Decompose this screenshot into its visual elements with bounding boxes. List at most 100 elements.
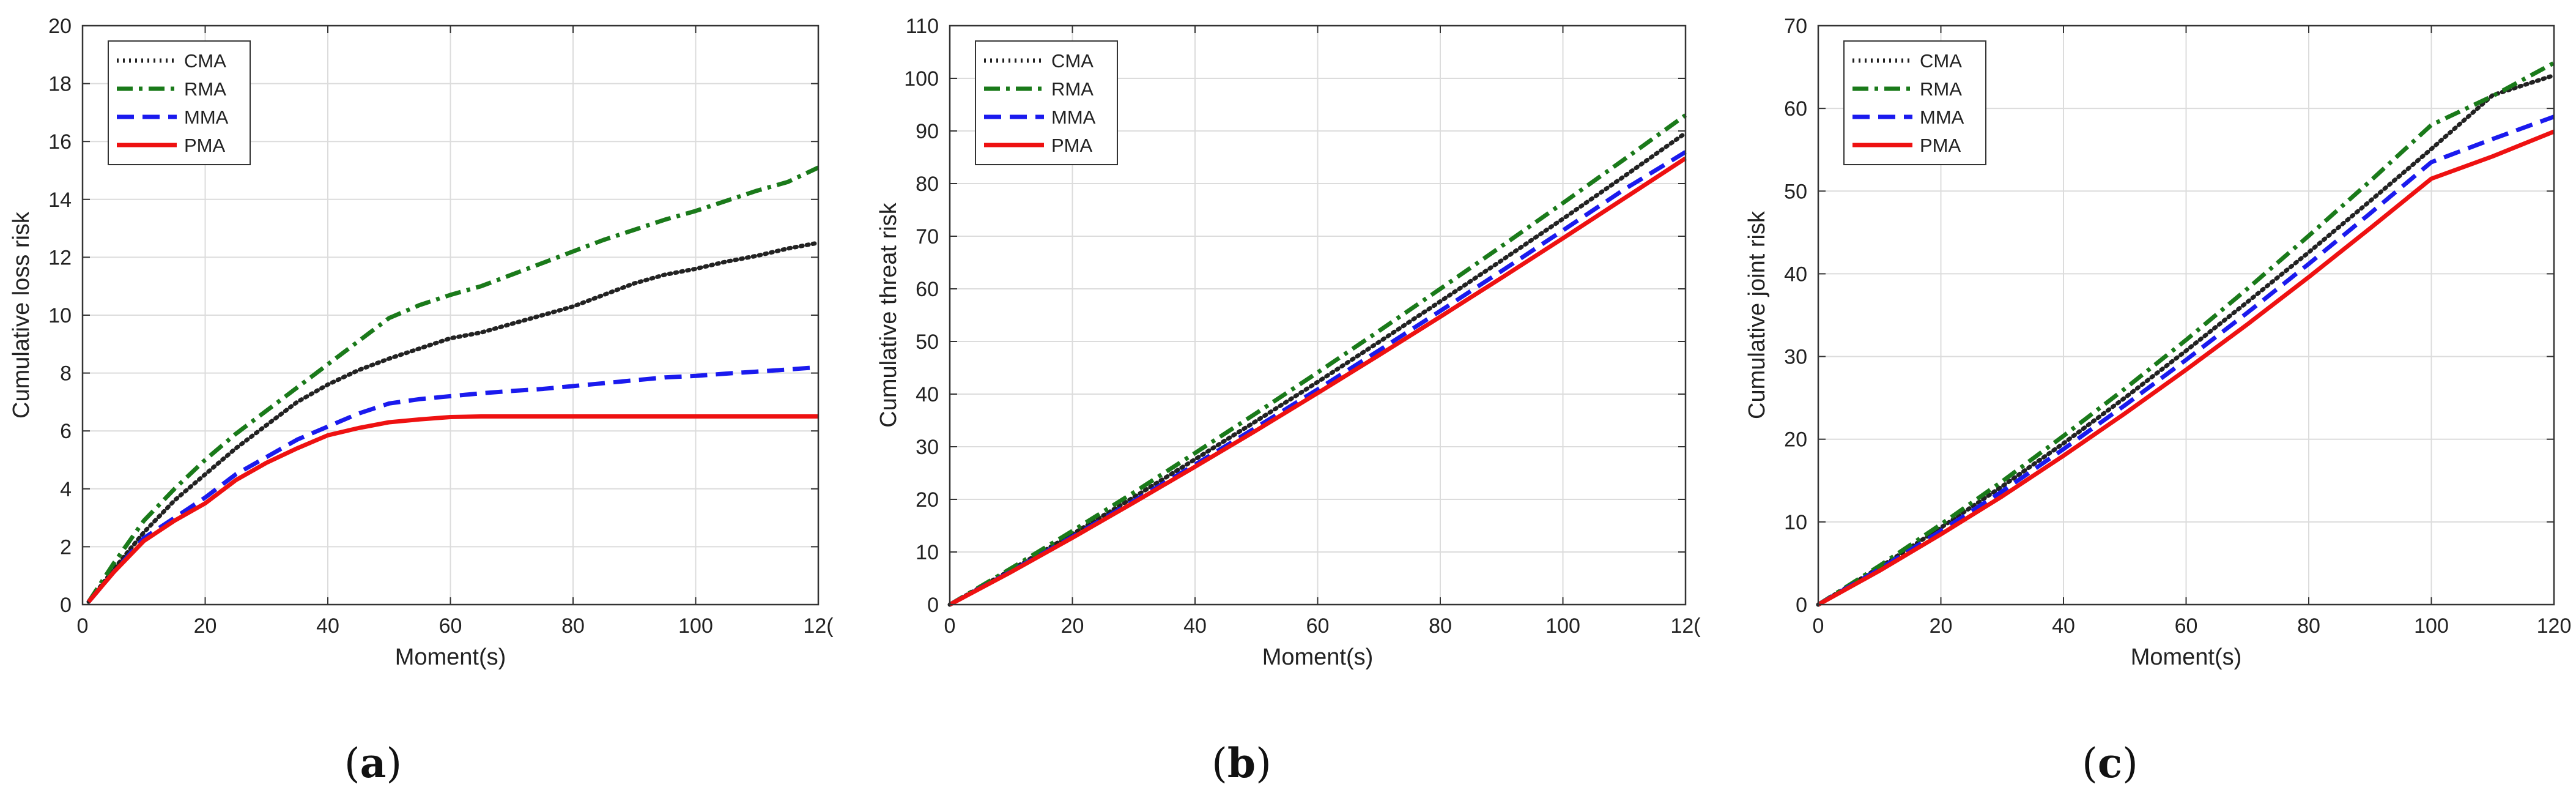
x-tick-label: 120 [2537,614,2572,638]
y-tick-label: 4 [60,478,72,501]
chart-panel-c: 0 20 40 60 80 100 120 0 10 20 30 40 50 60 70 Moment(s) C… [1744,15,2571,787]
legend-label-rma: RMA [1051,78,1094,100]
y-tick-label: 8 [60,362,72,386]
series-line-mma [1817,114,2555,607]
legend-label-mma: MMA [1051,106,1096,128]
x-tick-label: 12( [1670,614,1701,638]
x-tick-label: 100 [678,614,713,638]
x-axis-label: Moment(s) [395,644,506,670]
series-line-mma [87,365,819,603]
y-tick-label: 110 [906,15,939,38]
y-tick-label: 6 [60,420,72,443]
legend: CMA RMA MMA PMA [108,40,251,165]
y-tick-label: 100 [904,67,939,91]
series-line-cma [86,240,821,604]
caption-letter: b [1227,739,1256,787]
x-tick-label: 40 [1183,614,1207,638]
y-tick-label: 14 [48,188,72,212]
y-tick-label: 40 [916,383,939,406]
subfigure-caption: (a) [344,739,402,787]
y-tick-label: 10 [48,304,72,327]
y-tick-label: 50 [1784,180,1807,203]
series-line-rma [949,113,1687,607]
y-tick-label: 10 [1784,511,1807,534]
legend-label-cma: CMA [1051,50,1094,72]
caption-paren-open: ( [2082,740,2098,787]
subfigure-caption: (b) [1212,739,1271,787]
legend: CMA RMA MMA PMA [1843,40,1986,165]
y-tick-label: 2 [60,535,72,559]
caption-paren-close: ) [2122,740,2138,787]
x-tick-label: 80 [1429,614,1452,638]
caption-paren-open: ( [344,740,360,787]
subfigure-caption: (c) [2082,739,2138,787]
x-tick-label: 40 [316,614,339,638]
y-tick-label: 20 [1784,428,1807,452]
y-tick-label: 70 [916,225,939,248]
legend-label-mma: MMA [1920,106,1964,128]
legend-label-cma: CMA [184,50,226,72]
caption-paren-open: ( [1212,740,1227,787]
legend-label-rma: RMA [184,78,226,100]
x-axis-label: Moment(s) [1262,644,1374,670]
legend-label-cma: CMA [1920,50,1962,72]
x-tick-label: 60 [439,614,462,638]
x-tick-label: 0 [1813,614,1824,638]
y-axis-label: Cumulative joint risk [1744,211,1770,419]
caption-letter: c [2098,739,2122,787]
x-tick-label: 80 [561,614,585,638]
x-tick-label: 80 [2297,614,2320,638]
y-tick-label: 12 [48,246,72,269]
y-tick-label: 10 [916,541,939,564]
legend-label-pma: PMA [1920,135,1961,156]
series-line-rma [1817,61,2555,606]
x-tick-label: 60 [2175,614,2198,638]
legend-label-pma: PMA [184,135,226,156]
y-tick-label: 30 [1784,346,1807,369]
caption-paren-close: ) [1256,740,1271,787]
x-tick-label: 100 [2414,614,2449,638]
y-tick-label: 50 [916,330,939,354]
legend-label-pma: PMA [1051,135,1093,156]
y-tick-label: 20 [916,488,939,512]
series-line-pma [1817,129,2555,607]
series-line-cma [947,130,1688,607]
x-tick-label: 0 [944,614,956,638]
series-line-rma [87,165,820,603]
y-tick-label: 18 [48,73,72,96]
y-tick-label: 70 [1784,15,1807,38]
caption-paren-close: ) [386,740,402,787]
y-tick-label: 60 [1784,97,1807,121]
series-line-cma [1816,73,2556,607]
y-tick-label: 0 [1796,594,1807,617]
y-tick-label: 30 [916,436,939,459]
x-axis-label: Moment(s) [2131,644,2242,670]
x-tick-label: 0 [77,614,89,638]
y-tick-label: 20 [48,15,72,38]
x-tick-label: 100 [1545,614,1580,638]
legend: CMA RMA MMA PMA [975,40,1118,165]
y-axis-label: Cumulative loss risk [9,211,34,419]
x-tick-label: 20 [1930,614,1953,638]
caption-letter: a [360,739,387,787]
series-line-pma [949,156,1687,607]
y-tick-label: 40 [1784,263,1807,286]
legend-label-mma: MMA [184,106,229,128]
series-line-pma [87,414,818,603]
x-tick-label: 60 [1306,614,1330,638]
y-tick-label: 90 [916,120,939,143]
chart-panel-b: 0 20 40 60 80 100 12( 0 10 20 30 40 50 60 70 80 90 100 110… [876,15,1701,787]
x-tick-label: 12( [803,614,834,638]
y-tick-label: 0 [927,594,939,617]
y-tick-label: 0 [60,594,72,617]
y-tick-label: 60 [916,278,939,301]
legend-label-rma: RMA [1920,78,1962,100]
chart-panel-a: 0 20 40 60 80 100 12(0 2 4 6 8 10 12 14 16 18 20 Moment(s… [9,15,834,787]
x-tick-label: 20 [194,614,217,638]
y-tick-label: 80 [916,173,939,196]
x-tick-label: 40 [2052,614,2075,638]
x-tick-label: 20 [1061,614,1084,638]
y-axis-label: Cumulative threat risk [876,202,901,427]
